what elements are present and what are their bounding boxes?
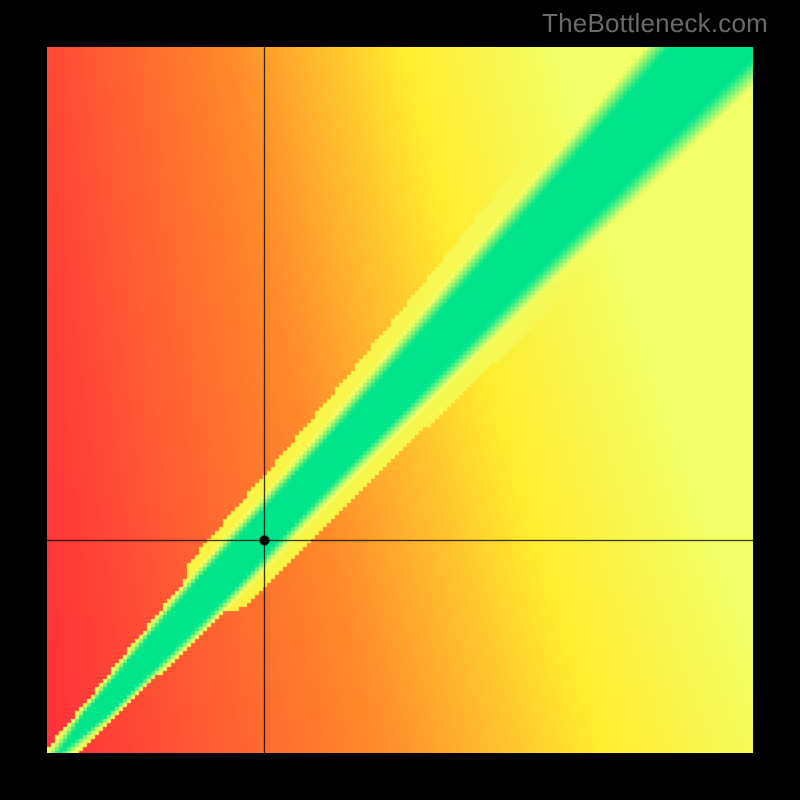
watermark-text: TheBottleneck.com [542,8,768,39]
chart-frame: TheBottleneck.com [0,0,800,800]
plot-area [47,47,753,753]
heatmap-canvas [47,47,753,753]
